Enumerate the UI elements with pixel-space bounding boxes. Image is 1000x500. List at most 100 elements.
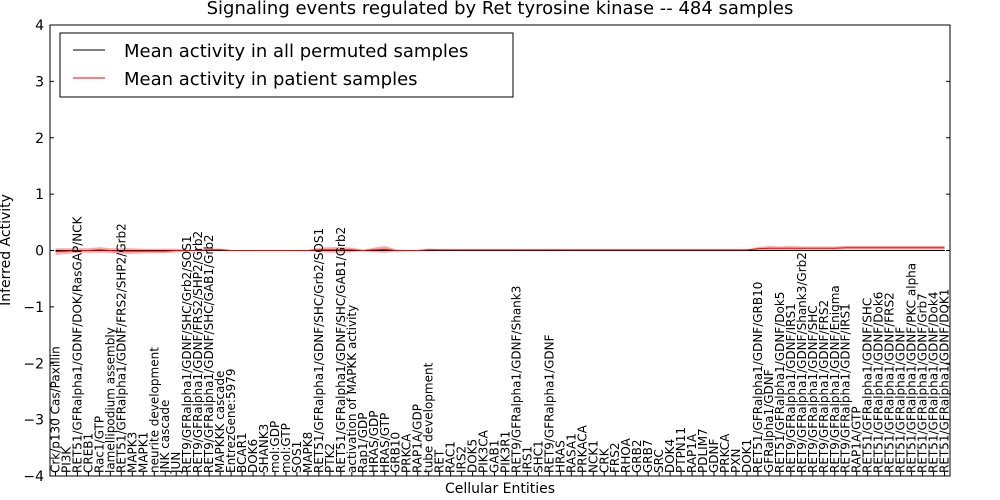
x-tick-label: SHANK3: [257, 424, 271, 473]
x-tick-label: GAB1: [488, 440, 502, 473]
x-tick-label: GDNF: [707, 438, 721, 473]
x-tick-label: RHOA: [619, 437, 633, 473]
x-tick-label: RET9/GFRalpha1/GDNF/FRS2/SHP2/Grb2: [191, 231, 205, 473]
x-tick-label: neurite development: [147, 347, 161, 473]
x-tick-label: MAPKKK cascade: [213, 371, 227, 473]
x-tick-label: MAPK1: [136, 432, 150, 473]
x-tick-label: Rap1/GDP: [356, 413, 370, 474]
y-tick-label: 0: [35, 244, 44, 260]
legend: Mean activity in all permuted samples Me…: [59, 32, 514, 98]
x-tick-label: RET51/GFRalpha1/GDNF/Dok6: [872, 292, 886, 473]
legend-label-patient: Mean activity in patient samples: [124, 69, 418, 90]
x-tick-label: PRKACA: [575, 424, 589, 473]
x-tick-label: RET9/GFRalpha1/GDNF: [542, 334, 556, 473]
x-tick-label: RET9/GFRalpha1/GDNF/IRS1: [784, 303, 798, 473]
x-tick-label: mol:GDP: [268, 421, 282, 473]
x-tick-label: mol:GTP: [279, 423, 293, 473]
x-tick-label: PRKCA: [718, 433, 732, 473]
x-tick-label: MAPK8: [301, 432, 315, 473]
x-tick-label: RET9/GFRalpha1/GDNF/FRS2: [817, 300, 831, 473]
x-tick-label: IRS1: [520, 446, 534, 473]
legend-frame: [59, 32, 514, 98]
x-tick-label: RET9/GFRalpha1/GDNF/Shank3/Grb2: [795, 252, 809, 473]
x-tick-label: RET51/GFRalpha1/GDNF/GRB10: [751, 282, 765, 473]
x-tick-label: RET51/GFRalpha1/GDNF/DOK1: [938, 289, 952, 473]
y-tick-label: −1: [23, 300, 44, 316]
x-tick-label: RET51/GFRalpha1/GDNF/FRS2/SHP2/Grb2: [114, 223, 128, 473]
x-tick-label: JNK cascade: [158, 400, 172, 474]
x-tick-label: PXN: [729, 449, 743, 473]
x-tick-label: RET51/GFRalpha1/GDNF/FRS2: [883, 292, 897, 473]
x-tick-label: RET51/GFRalpha1/GDNF/SHC/Grb2/SOS1: [312, 228, 326, 473]
x-tick-label: PIK3R1: [498, 431, 512, 473]
x-tick-label: FRS2: [608, 443, 622, 474]
x-tick-label: RET51/GFRalpha1/GDNF/DOK/RasGAP/NCK: [70, 215, 84, 473]
y-tick-label: 2: [35, 131, 44, 147]
plot-area: [50, 246, 950, 255]
x-tick-label: CRK: [597, 447, 611, 473]
x-tick-label: IRS2: [455, 446, 469, 473]
x-tick-label: RET51/GFRalpha1/GDNF/SHC: [861, 298, 875, 473]
x-tick-label: GFRalpha1/GDNF: [762, 369, 776, 473]
x-tick-label: EntrezGene:5979: [224, 369, 238, 474]
y-tick-label: 3: [35, 74, 44, 90]
x-tick-label: RET9/GFRalpha1/GDNF/SHC/GAB1/Grb2: [202, 234, 216, 473]
x-tick-label: SOS1: [290, 441, 304, 473]
x-tick-label: DOK1: [740, 439, 754, 473]
x-tick-label: HRAS/GDP: [367, 410, 381, 473]
x-tick-label: GRB7: [641, 439, 655, 473]
x-tick-label: DOK5: [466, 439, 480, 473]
x-tick-label: PDLIM7: [696, 428, 710, 473]
x-tick-label: PIK3CA: [477, 429, 491, 473]
y-axis-label: Inferred Activity: [0, 194, 14, 306]
series-line-patient: [55, 247, 945, 253]
x-tick-label: MAPK3: [125, 432, 139, 473]
x-tick-label: RET51/GFRalpha1/GDNF/Dok5: [773, 292, 787, 473]
x-tick-label: DOK6: [246, 439, 260, 473]
x-tick-label: Crk/p130 Cas/Paxillin: [48, 346, 62, 473]
x-tick-label: CREB1: [81, 433, 95, 473]
x-tick-label: RET51/GFRalpha1/GDNF/SHC/GAB1/Grb2: [334, 227, 348, 473]
x-tick-label: RAC1: [444, 441, 458, 473]
x-tick-label: activation of MAPKK activity: [345, 305, 359, 473]
y-tick-label: −3: [23, 413, 44, 429]
x-tick-label: RASA1: [564, 433, 578, 473]
x-tick-label: RET9/GFRalpha1/GDNF/Enigma: [828, 285, 842, 473]
x-tick-label: JUN: [169, 452, 183, 474]
x-tick-label: PRKCA: [400, 433, 414, 473]
x-tick-label: SHC1: [531, 440, 545, 473]
y-tick-label: −4: [23, 469, 44, 485]
x-axis-label: Cellular Entities: [445, 481, 555, 497]
x-tick-label: HRAS: [553, 440, 567, 473]
x-tick-label: RET51/GFRalpha1/GDNF: [894, 327, 908, 473]
x-tick-label: RET51/GFRalpha1/GDNF/Grb7: [916, 293, 930, 473]
x-tick-label: RAP1A/GTP: [850, 406, 864, 473]
x-tick-label: HRAS/GTP: [378, 413, 392, 473]
x-tick-label: lamellipodium assembly: [103, 327, 117, 473]
y-tick-label: −2: [23, 356, 44, 372]
x-tick-label: RET: [433, 449, 447, 473]
legend-label-permuted: Mean activity in all permuted samples: [124, 41, 468, 62]
x-tick-label: tube development: [422, 362, 436, 473]
x-tick-label: PTK2: [323, 443, 337, 473]
x-tick-label: RET9/GFRalpha1/GDNF/IRS1: [839, 303, 853, 473]
x-tick-label: Rac1/GTP: [92, 416, 106, 473]
x-tick-label: RET9/GFRalpha1/GDNF/SHC/Grb2/SOS1: [180, 235, 194, 473]
x-tick-label: DOK4: [663, 439, 677, 473]
x-tick-label: SRC: [652, 449, 666, 473]
chart-title: Signaling events regulated by Ret tyrosi…: [207, 0, 794, 19]
x-tick-label: GRB2: [630, 439, 644, 473]
x-tick-label: RAP1A: [685, 433, 699, 473]
y-tick-label: 1: [35, 187, 44, 203]
x-tick-label: RET51/GFRalpha1/GDNF/Dok4: [927, 292, 941, 473]
x-tick-label: RET9/GFRalpha1/GDNF/Shank3: [509, 286, 523, 473]
x-tick-label: RET9/GFRalpha1/GDNF/SHC: [806, 305, 820, 473]
x-tick-label: BCAR1: [235, 432, 249, 473]
x-tick-label: PTPN11: [674, 427, 688, 473]
x-tick-label: RAP1A/GDP: [411, 404, 425, 473]
y-tick-label: 4: [35, 18, 44, 34]
x-tick-label: GRB10: [389, 432, 403, 473]
x-tick-label: PI3K: [59, 446, 73, 473]
